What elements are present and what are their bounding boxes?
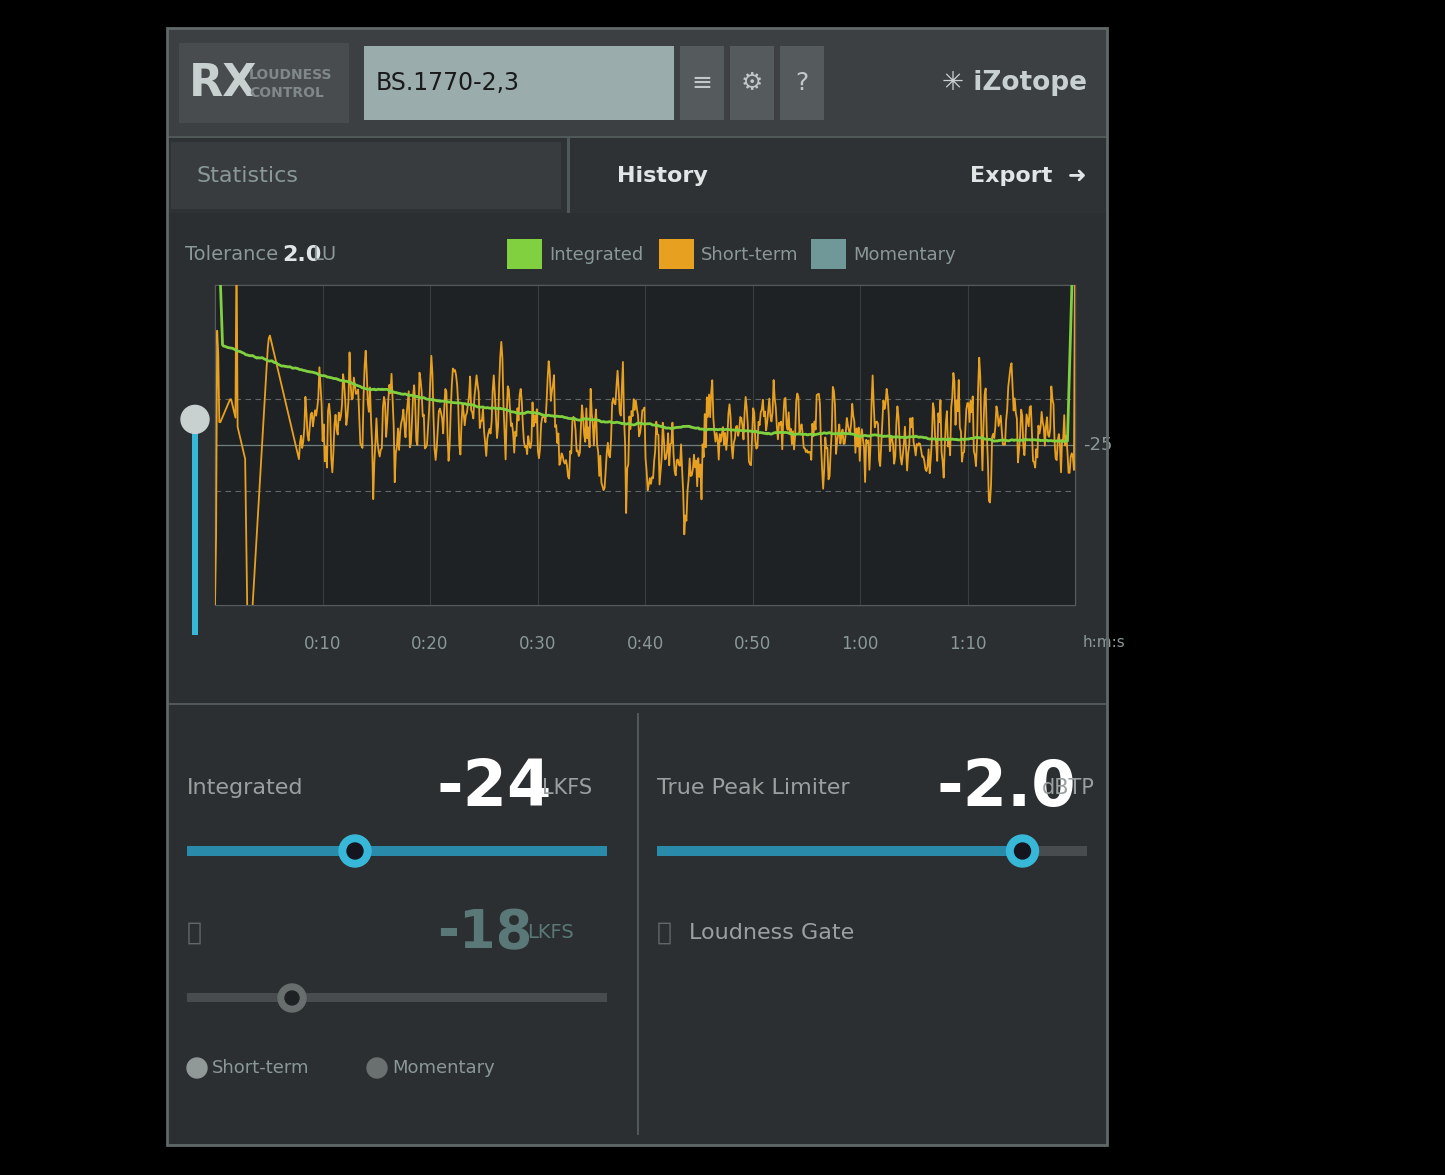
Text: 0:30: 0:30 (519, 634, 556, 653)
Text: -24: -24 (436, 757, 552, 819)
Text: Integrated: Integrated (549, 246, 643, 264)
Circle shape (340, 835, 371, 867)
Bar (171, 142, 561, 209)
Bar (179, 43, 350, 123)
Text: 0:40: 0:40 (626, 634, 663, 653)
Circle shape (1007, 835, 1039, 867)
Bar (637, 713, 639, 1135)
Text: BS.1770-2,3: BS.1770-2,3 (376, 70, 520, 95)
Text: LKFS: LKFS (527, 924, 574, 942)
Text: dBTP: dBTP (1042, 778, 1095, 798)
Bar (186, 993, 607, 1002)
Text: Momentary: Momentary (853, 246, 955, 264)
Text: 0:50: 0:50 (734, 634, 772, 653)
Bar (168, 28, 1107, 137)
Bar (168, 28, 1107, 1144)
Bar (1023, 846, 1087, 857)
Text: Short-term: Short-term (701, 246, 799, 264)
Text: ?: ? (795, 70, 809, 95)
Text: h:m:s: h:m:s (1082, 634, 1126, 650)
Circle shape (277, 983, 306, 1012)
Bar (657, 846, 1087, 857)
Text: LOUDNESS: LOUDNESS (249, 68, 332, 82)
Bar (681, 46, 724, 120)
Text: ⏻: ⏻ (186, 921, 202, 945)
Text: Momentary: Momentary (392, 1059, 494, 1077)
Text: Statistics: Statistics (197, 166, 299, 186)
Text: True Peak Limiter: True Peak Limiter (657, 778, 850, 798)
Text: Integrated: Integrated (186, 778, 303, 798)
Bar (168, 28, 1107, 1144)
Bar (186, 846, 607, 857)
Bar (364, 46, 673, 120)
Text: Loudness Gate: Loudness Gate (689, 924, 854, 944)
Bar (168, 137, 1107, 213)
Circle shape (285, 991, 299, 1005)
Bar (215, 286, 1075, 605)
Text: 1:00: 1:00 (841, 634, 879, 653)
Text: RX: RX (189, 61, 257, 105)
Circle shape (1014, 842, 1030, 859)
Text: ≡: ≡ (692, 70, 712, 95)
Text: LU: LU (312, 246, 337, 264)
Bar (811, 239, 845, 269)
Text: CONTROL: CONTROL (249, 86, 324, 100)
Circle shape (367, 1058, 387, 1077)
Circle shape (347, 842, 363, 859)
Bar (168, 703, 1107, 705)
Bar (168, 136, 1107, 137)
Bar (215, 286, 1075, 605)
Bar (507, 239, 542, 269)
Text: ⏻: ⏻ (657, 921, 672, 945)
Text: -18: -18 (436, 907, 532, 959)
Text: ✳ iZotope: ✳ iZotope (942, 70, 1087, 96)
Text: 0:20: 0:20 (412, 634, 449, 653)
Text: -2.0: -2.0 (936, 757, 1077, 819)
Bar (566, 137, 569, 213)
Text: -25: -25 (1082, 436, 1113, 454)
Bar (730, 46, 775, 120)
Bar (659, 239, 694, 269)
Text: ⚙: ⚙ (741, 70, 763, 95)
Text: Short-term: Short-term (212, 1059, 309, 1077)
Text: 1:10: 1:10 (949, 634, 987, 653)
Text: 2.0: 2.0 (282, 246, 321, 266)
Text: Tolerance: Tolerance (185, 246, 277, 264)
Text: History: History (617, 166, 708, 186)
Text: Export  ➜: Export ➜ (971, 166, 1087, 186)
Text: 0:10: 0:10 (303, 634, 341, 653)
Bar (168, 703, 1107, 1144)
Bar (168, 213, 1107, 703)
Text: LKFS: LKFS (542, 778, 592, 798)
Bar (780, 46, 824, 120)
Bar (192, 434, 198, 634)
Circle shape (181, 405, 210, 434)
Circle shape (186, 1058, 207, 1077)
